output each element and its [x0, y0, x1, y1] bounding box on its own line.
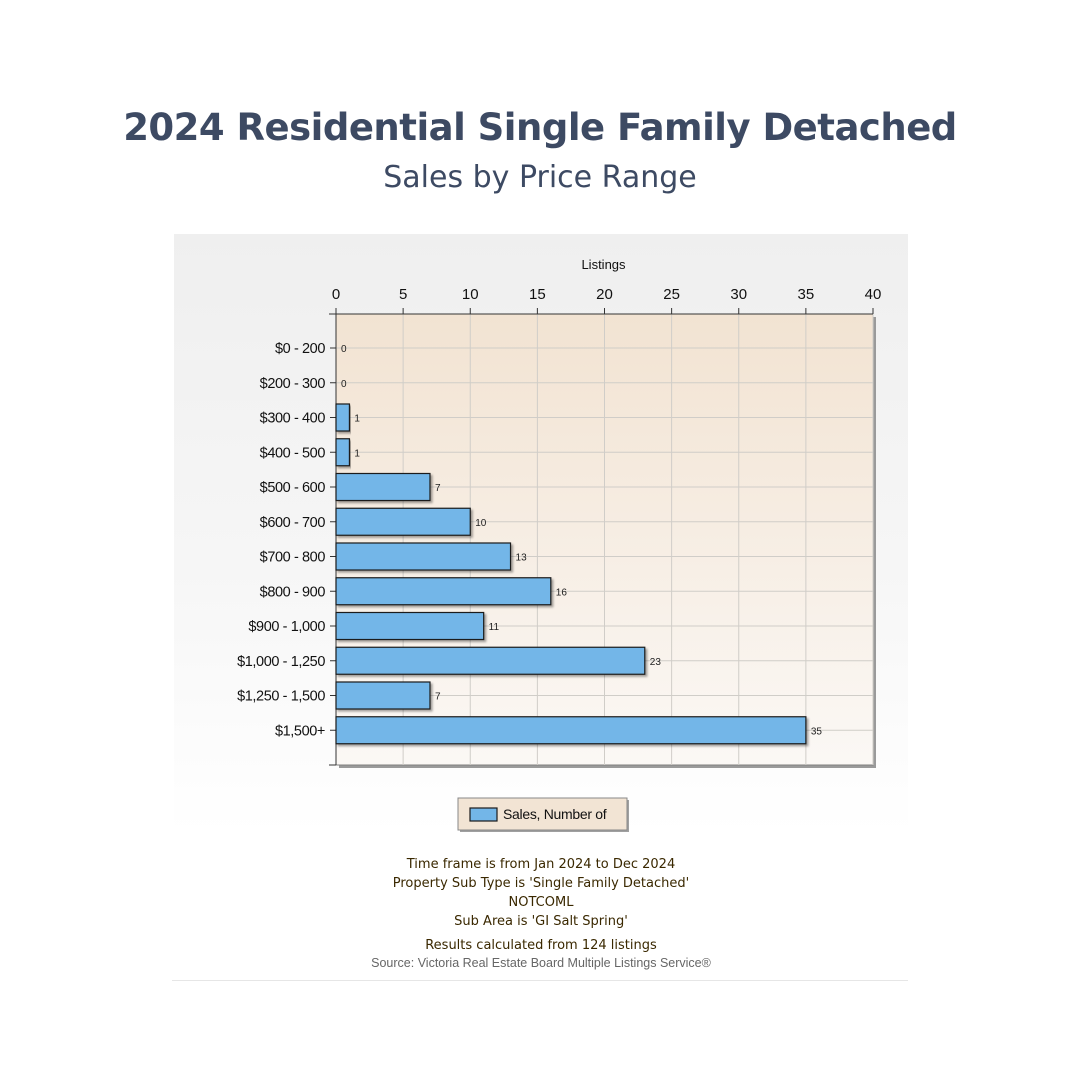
x-tick-label: 15 [529, 286, 546, 303]
footer-subarea: Sub Area is 'GI Salt Spring' [454, 914, 628, 929]
legend-label: Sales, Number of [503, 806, 607, 822]
data-label: 11 [489, 622, 500, 633]
chart-panel: 0 5 10 15 20 25 30 35 40 Listings $0 - 200 $200 - 3… [174, 234, 908, 834]
footer-results: Results calculated from 124 listings [425, 938, 657, 953]
x-axis-title: Listings [581, 257, 626, 272]
y-tick-label: $1,000 - 1,250 [237, 654, 325, 670]
x-tick-label: 5 [399, 286, 407, 303]
data-label: 10 [475, 518, 487, 529]
page-title: 2024 Residential Single Family Detached [123, 106, 957, 149]
y-tick-label: $900 - 1,000 [248, 619, 325, 635]
page-subtitle: Sales by Price Range [383, 160, 697, 195]
bar [335, 646, 646, 675]
data-label: 35 [811, 726, 823, 737]
y-tick-label: $500 - 600 [260, 480, 326, 496]
data-label: 7 [435, 483, 441, 494]
bar [335, 577, 552, 606]
data-label: 16 [556, 587, 568, 598]
bar [335, 611, 485, 641]
chart-footer: Time frame is from Jan 2024 to Dec 2024 … [174, 855, 908, 971]
footer-timeframe: Time frame is from Jan 2024 to Dec 2024 [406, 857, 676, 872]
y-tick-label: $0 - 200 [275, 341, 325, 357]
divider [172, 980, 908, 981]
y-tick-label: $600 - 700 [260, 515, 326, 531]
bar [335, 403, 351, 432]
legend-swatch [469, 807, 498, 822]
bar [335, 542, 512, 571]
data-label: 23 [650, 657, 662, 668]
bar [335, 716, 807, 745]
y-tick-label: $300 - 400 [260, 411, 326, 427]
data-label: 0 [341, 379, 347, 390]
footer-subtype: Property Sub Type is 'Single Family Deta… [392, 876, 690, 891]
bar [335, 438, 351, 467]
x-tick-label: 0 [332, 286, 340, 303]
data-label: 1 [354, 448, 360, 459]
x-tick-label: 10 [462, 286, 479, 303]
x-tick-label: 20 [596, 286, 613, 303]
data-label: 0 [341, 344, 347, 355]
source-attribution: Source: Victoria Real Estate Board Multi… [371, 956, 711, 970]
data-label: 13 [516, 553, 528, 564]
y-tick-label: $1,500+ [275, 723, 325, 739]
footer-notcoml: NOTCOML [508, 895, 574, 910]
data-label: 1 [354, 414, 360, 425]
y-tick-label: $400 - 500 [260, 445, 326, 461]
x-tick-label: 25 [663, 286, 680, 303]
bar [335, 472, 431, 502]
x-tick-label: 30 [730, 286, 747, 303]
bar [335, 681, 431, 710]
y-tick-label: $200 - 300 [260, 376, 326, 392]
x-tick-label: 35 [798, 286, 815, 303]
y-tick-label: $800 - 900 [260, 584, 326, 600]
y-tick-label: $1,250 - 1,500 [237, 689, 325, 705]
bar [335, 507, 471, 536]
data-label: 7 [435, 692, 441, 703]
x-tick-label: 40 [865, 286, 882, 303]
y-tick-label: $700 - 800 [260, 550, 326, 566]
